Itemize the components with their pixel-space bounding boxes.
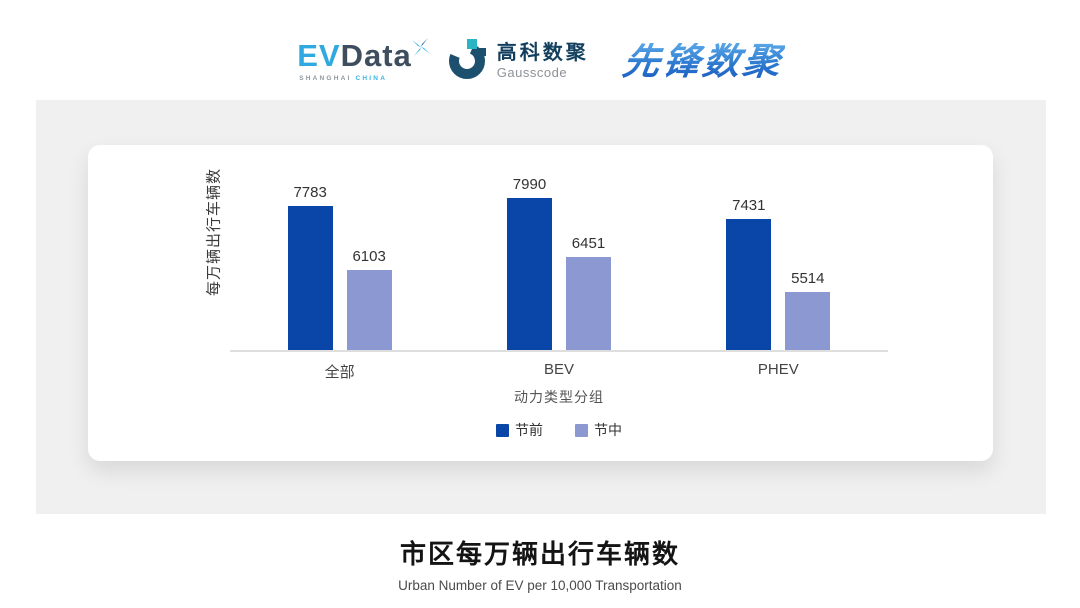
sparkle-icon bbox=[410, 32, 432, 63]
chart-card: 每万辆出行车辆数 7783 6103 7990 6451 7431 5514 全部 BEV P… bbox=[88, 145, 993, 461]
chart-subtitle: Urban Number of EV per 10,000 Transporta… bbox=[398, 578, 682, 593]
legend-item-节前[interactable]: 节前 bbox=[496, 420, 543, 440]
plot-area: 7783 6103 7990 6451 7431 5514 bbox=[230, 145, 888, 352]
category-axis: 全部 BEV PHEV bbox=[230, 352, 888, 382]
bar-pair: 7431 5514 bbox=[726, 197, 831, 350]
bar-with-label: 7990 bbox=[506, 176, 552, 350]
gausscode-icon bbox=[446, 38, 488, 85]
category-label: PHEV bbox=[757, 361, 799, 378]
gausscode-logo: 高科数聚 Gausscode bbox=[446, 38, 589, 85]
evdata-ev-text: EV bbox=[297, 38, 341, 73]
value-label: 6103 bbox=[352, 248, 386, 265]
evdata-subtext: SHANGHAI CHINA bbox=[299, 75, 387, 82]
bar-节前 bbox=[287, 206, 333, 350]
bar-pair: 7783 6103 bbox=[287, 184, 392, 350]
evdata-china-text: CHINA bbox=[355, 75, 388, 82]
bar-group: 7783 6103 bbox=[287, 184, 392, 350]
xianfeng-logo: 先锋数聚 bbox=[619, 40, 786, 82]
value-label: 6451 bbox=[571, 235, 606, 252]
legend-swatch-icon bbox=[496, 423, 509, 437]
legend-swatch-icon bbox=[575, 423, 588, 437]
evdata-logo: EVData SHANGHAI CHINA bbox=[297, 38, 430, 82]
legend-label: 节前 bbox=[515, 422, 543, 438]
evdata-wordmark: EVData bbox=[297, 38, 430, 73]
evdata-data-text: Data bbox=[340, 38, 412, 73]
bar-with-label: 6451 bbox=[565, 235, 611, 350]
value-label: 5514 bbox=[791, 270, 825, 287]
bar-with-label: 6103 bbox=[346, 248, 392, 350]
legend-label: 节中 bbox=[594, 422, 622, 438]
category-label: 全部 bbox=[324, 364, 355, 381]
caption-block: 市区每万辆出行车辆数 Urban Number of EV per 10,000… bbox=[0, 534, 1080, 593]
value-label: 7990 bbox=[512, 176, 547, 193]
bar-group: 7990 6451 bbox=[506, 176, 611, 350]
value-label: 7431 bbox=[732, 197, 766, 214]
bar-with-label: 7431 bbox=[726, 197, 772, 350]
y-axis-label: 每万辆出行车辆数 bbox=[205, 167, 223, 297]
bar-with-label: 7783 bbox=[287, 184, 333, 350]
bar-节中 bbox=[346, 270, 392, 350]
gausscode-cn-text: 高科数聚 bbox=[496, 41, 589, 64]
bar-节中 bbox=[785, 292, 831, 350]
bar-节前 bbox=[506, 198, 552, 350]
bar-group: 7431 5514 bbox=[726, 197, 831, 350]
chart-title: 市区每万辆出行车辆数 bbox=[399, 539, 680, 569]
bar-chart: 7783 6103 7990 6451 7431 5514 全部 BEV PHEV 动力类型分… bbox=[230, 145, 888, 440]
chart-legend: 节前 节中 bbox=[230, 420, 888, 440]
evdata-shanghai-text: SHANGHAI bbox=[299, 75, 352, 82]
header-logo-row: EVData SHANGHAI CHINA 高科数聚 bbox=[0, 0, 1080, 100]
category-label: BEV bbox=[543, 361, 574, 378]
x-axis-title: 动力类型分组 bbox=[514, 389, 604, 405]
bar-节前 bbox=[726, 219, 772, 350]
value-label: 7783 bbox=[293, 184, 327, 201]
gausscode-en-text: Gausscode bbox=[496, 64, 568, 80]
bar-with-label: 5514 bbox=[785, 270, 831, 350]
bar-pair: 7990 6451 bbox=[506, 176, 611, 350]
bar-节中 bbox=[565, 257, 611, 350]
chart-panel: 每万辆出行车辆数 7783 6103 7990 6451 7431 5514 全部 BEV P… bbox=[36, 100, 1046, 514]
legend-item-节中[interactable]: 节中 bbox=[575, 420, 622, 440]
